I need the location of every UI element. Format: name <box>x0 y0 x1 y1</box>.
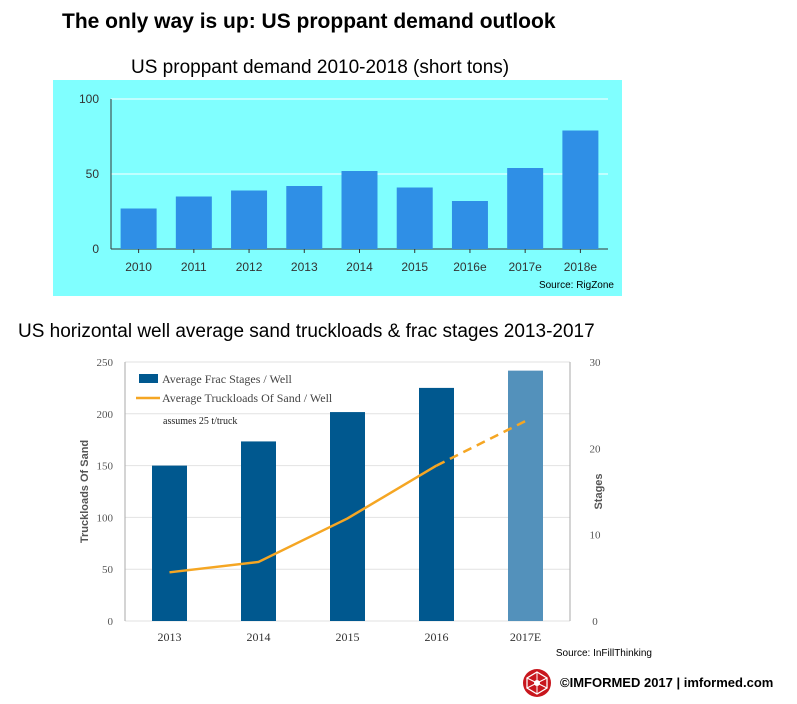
chart2-stage-bar <box>152 465 187 621</box>
chart2-x-tick-label: 2013 <box>158 630 182 644</box>
chart2-stage-bar <box>508 370 543 621</box>
proppant-demand-chart: 0 50 100 2010 2011 2012 2013 2014 2015 2016e 2017e… <box>53 80 622 296</box>
chart1-title: US proppant demand 2010-2018 (short tons… <box>131 57 510 78</box>
chart1-x-tick-label: 2010 <box>125 260 152 274</box>
chart2-x-tick-label: 2014 <box>247 630 271 644</box>
chart2-legend-bar-label: Average Frac Stages / Well <box>162 372 293 386</box>
chart1-y-tick-label: 0 <box>92 242 99 256</box>
chart1-x-tick-label: 2016e <box>453 260 487 274</box>
chart2-left-tick-label: 250 <box>97 357 114 369</box>
chart1-bar <box>451 201 488 249</box>
chart1-y-tick-label: 50 <box>86 167 100 181</box>
chart2-legend-line-label: Average Truckloads Of Sand / Well <box>162 391 333 405</box>
chart2-left-tick-label: 0 <box>108 616 114 628</box>
chart2-legend-bar-swatch <box>139 374 158 383</box>
chart2-x-tick-label: 2017E <box>510 630 541 644</box>
chart2-right-tick-label: 10 <box>590 530 602 542</box>
chart1-x-tick-label: 2011 <box>181 260 207 274</box>
chart1-bar <box>341 171 378 249</box>
chart2-truckloads-line <box>169 464 438 574</box>
chart2-left-tick-label: 200 <box>97 409 114 421</box>
chart2-right-tick-label: 0 <box>592 616 598 628</box>
chart2-left-tick-label: 150 <box>97 461 114 473</box>
chart1-bar <box>507 168 544 249</box>
chart1-x-tick-label: 2015 <box>401 260 428 274</box>
chart1-bar <box>231 190 268 249</box>
footer-copyright: ©IMFORMED 2017 | imformed.com <box>560 675 774 690</box>
chart2-right-tick-label: 30 <box>590 357 602 369</box>
chart2-stage-bar <box>419 387 454 621</box>
chart1-x-tick-label: 2013 <box>291 260 318 274</box>
chart2-left-tick-label: 50 <box>102 564 114 576</box>
chart1-bar <box>562 130 599 249</box>
page-title: The only way is up: US proppant demand o… <box>62 10 556 33</box>
chart2-right-tick-label: 20 <box>590 443 602 455</box>
chart1-bar <box>286 186 323 249</box>
chart1-bar <box>120 208 157 249</box>
chart2-x-tick-label: 2015 <box>336 630 360 644</box>
chart2-stage-bar <box>241 441 276 621</box>
chart2-left-axis-label: Truckloads Of Sand <box>79 440 91 543</box>
chart2-truckloads-line-estimate <box>435 419 527 467</box>
chart1-source: Source: RigZone <box>539 280 614 291</box>
chart2-source: Source: InFillThinking <box>556 648 652 659</box>
chart2-left-tick-label: 100 <box>97 512 114 524</box>
chart1-x-tick-label: 2017e <box>508 260 542 274</box>
imformed-logo-icon <box>523 669 551 697</box>
chart2-right-axis-label: Stages <box>593 473 605 509</box>
chart2-title: US horizontal well average sand truckloa… <box>18 321 595 342</box>
chart1-y-tick-label: 100 <box>79 92 99 106</box>
chart1-x-tick-label: 2014 <box>346 260 373 274</box>
chart1-x-tick-label: 2012 <box>236 260 263 274</box>
truckloads-stages-chart: 0 50 100 150 200 250 0 10 20 30 Truckloads Of Sand… <box>79 357 652 659</box>
chart2-stage-bar <box>330 412 365 621</box>
chart2-annotation: assumes 25 t/truck <box>163 416 237 427</box>
chart1-bar <box>396 187 433 249</box>
chart1-x-tick-label: 2018e <box>564 260 598 274</box>
chart2-x-tick-label: 2016 <box>425 630 449 644</box>
chart1-bar <box>175 196 212 249</box>
